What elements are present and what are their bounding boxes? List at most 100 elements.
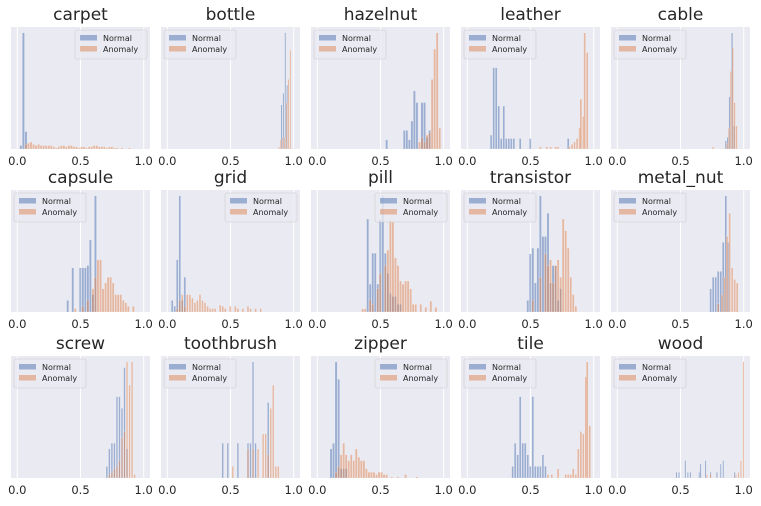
bar-normal bbox=[405, 130, 409, 150]
bar-anomaly bbox=[111, 282, 115, 313]
panel-title: zipper bbox=[354, 334, 407, 354]
bar-anomaly bbox=[438, 127, 441, 150]
x-tick-label: 0.5 bbox=[71, 317, 89, 331]
bar-anomaly bbox=[50, 145, 53, 150]
bar-anomaly bbox=[556, 259, 560, 313]
bar-anomaly bbox=[236, 308, 239, 313]
x-tick-label: 0.5 bbox=[671, 154, 689, 168]
bar-anomaly bbox=[583, 32, 586, 150]
bar-normal bbox=[524, 442, 527, 479]
x-tick-label: 0.0 bbox=[8, 483, 26, 497]
bar-anomaly bbox=[554, 146, 557, 150]
bar-normal bbox=[115, 396, 118, 479]
bar-anomaly bbox=[27, 143, 30, 150]
bar-anomaly bbox=[415, 476, 419, 479]
bar-anomaly bbox=[420, 137, 424, 150]
bar-anomaly bbox=[434, 307, 438, 313]
bar-normal bbox=[108, 448, 111, 479]
bar-anomaly bbox=[42, 145, 45, 150]
bar-anomaly bbox=[103, 146, 106, 150]
panel-title: transistor bbox=[490, 168, 571, 188]
x-tick-label: 0.0 bbox=[458, 154, 476, 168]
bar-anomaly bbox=[712, 146, 715, 150]
bar-anomaly bbox=[550, 474, 553, 479]
bar-anomaly bbox=[549, 259, 552, 313]
legend-label-anomaly: Anomaly bbox=[103, 45, 138, 54]
bar-normal bbox=[678, 472, 680, 479]
bar-anomaly bbox=[91, 288, 95, 313]
x-tick-label: 0.5 bbox=[671, 317, 689, 331]
bar-anomaly bbox=[280, 139, 282, 150]
x-tick-label: 0.5 bbox=[521, 317, 539, 331]
panel-title: toothbrush bbox=[184, 334, 277, 354]
bar-anomaly bbox=[574, 474, 577, 479]
bar-anomaly bbox=[77, 147, 81, 150]
bar-normal bbox=[698, 472, 701, 479]
bar-anomaly bbox=[85, 147, 88, 150]
legend: Normal Anomaly bbox=[224, 192, 298, 223]
bar-anomaly bbox=[389, 218, 392, 313]
bar-anomaly bbox=[65, 146, 68, 150]
x-tick-label: 1.0 bbox=[735, 483, 753, 497]
legend: Normal Anomaly bbox=[163, 358, 237, 389]
bar-anomaly bbox=[87, 146, 91, 150]
bar-anomaly bbox=[411, 304, 415, 313]
bar-anomaly bbox=[98, 146, 101, 150]
panel-title: grid bbox=[214, 168, 247, 188]
bar-anomaly bbox=[108, 146, 111, 150]
bar-anomaly bbox=[80, 146, 83, 150]
bar-normal bbox=[332, 442, 335, 479]
legend-swatch-anomaly bbox=[169, 375, 186, 381]
bar-anomaly bbox=[90, 146, 93, 150]
legend-swatch-normal bbox=[169, 35, 186, 41]
legend-label-normal: Normal bbox=[642, 34, 671, 43]
bar-anomaly bbox=[731, 267, 734, 313]
bar-normal bbox=[544, 466, 547, 479]
bar-anomaly bbox=[214, 308, 217, 313]
bar-anomaly bbox=[361, 308, 364, 313]
bar-anomaly bbox=[247, 448, 249, 479]
bar-anomaly bbox=[208, 308, 212, 313]
bar-anomaly bbox=[568, 146, 571, 150]
bar-normal bbox=[173, 306, 176, 313]
legend: Normal Anomaly bbox=[613, 29, 687, 60]
bar-anomaly bbox=[178, 300, 181, 313]
bar-anomaly bbox=[564, 474, 567, 479]
bar-normal bbox=[567, 138, 570, 150]
bar-anomaly bbox=[72, 146, 76, 150]
bar-anomaly bbox=[191, 297, 194, 313]
bar-anomaly bbox=[396, 476, 400, 479]
panel-title: cable bbox=[658, 5, 704, 25]
bar-normal bbox=[536, 247, 540, 313]
bar-anomaly bbox=[95, 145, 98, 150]
x-tick-label: 1.0 bbox=[135, 483, 153, 497]
bar-anomaly bbox=[128, 147, 131, 150]
bar-anomaly bbox=[206, 306, 209, 313]
bar-normal bbox=[534, 282, 537, 313]
legend-label-anomaly: Anomaly bbox=[642, 374, 677, 383]
bar-anomaly bbox=[430, 79, 434, 150]
legend-swatch-normal bbox=[469, 364, 486, 370]
bar-anomaly bbox=[193, 302, 197, 313]
bar-normal bbox=[541, 454, 545, 479]
x-tick-label: 1.0 bbox=[285, 317, 303, 331]
bar-anomaly bbox=[554, 265, 557, 313]
x-tick-label: 1.0 bbox=[135, 154, 153, 168]
x-tick-label: 0.5 bbox=[221, 317, 239, 331]
legend-swatch-normal bbox=[469, 35, 486, 41]
bar-anomaly bbox=[249, 308, 252, 313]
x-tick-label: 0.5 bbox=[371, 483, 389, 497]
legend: Normal Anomaly bbox=[313, 29, 387, 60]
bar-anomaly bbox=[269, 408, 272, 479]
legend-swatch-normal bbox=[169, 364, 186, 370]
x-tick-label: 0.5 bbox=[71, 483, 89, 497]
bar-normal bbox=[495, 67, 498, 150]
bar-anomaly bbox=[733, 279, 736, 313]
bar-anomaly bbox=[573, 141, 576, 150]
bar-anomaly bbox=[425, 134, 429, 150]
bar-anomaly bbox=[723, 276, 726, 313]
bar-anomaly bbox=[586, 361, 589, 479]
bar-anomaly bbox=[44, 145, 48, 150]
bar-anomaly bbox=[100, 146, 103, 150]
bar-normal bbox=[497, 105, 500, 150]
